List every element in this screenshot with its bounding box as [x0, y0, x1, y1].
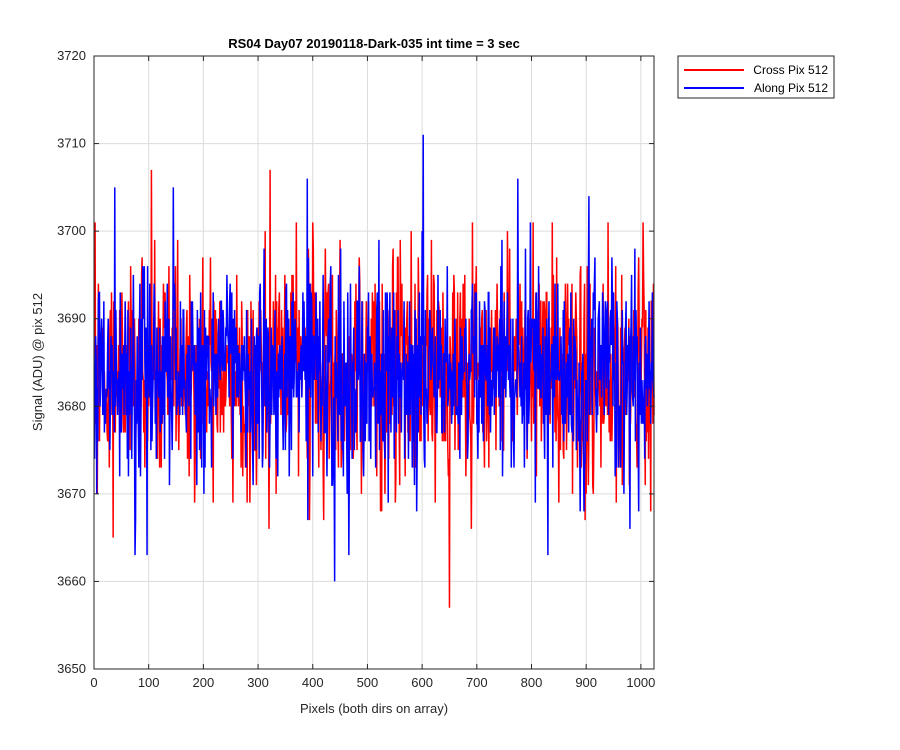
x-tick-label: 100 [138, 675, 160, 690]
legend-label-cross: Cross Pix 512 [753, 63, 828, 77]
x-tick-label: 400 [302, 675, 324, 690]
x-tick-label: 600 [411, 675, 433, 690]
y-tick-label: 3710 [57, 136, 86, 151]
y-tick-label: 3660 [57, 573, 86, 588]
x-tick-label: 500 [357, 675, 379, 690]
plot-area: 0 100 200 300 400 500 600 700 800 900 1000 3650 3660… [57, 48, 655, 690]
y-tick-label: 3690 [57, 311, 86, 326]
series-line-1 [93, 134, 655, 582]
y-axis-label: Signal (ADU) @ pix 512 [30, 293, 45, 431]
legend-label-along: Along Pix 512 [754, 81, 828, 95]
x-tick-label: 800 [521, 675, 543, 690]
chart-title: RS04 Day07 20190118-Dark-035 int time = … [228, 36, 520, 51]
axes-frame [93, 55, 655, 670]
x-tick-label: 0 [90, 675, 97, 690]
y-tick-label: 3680 [57, 398, 86, 413]
legend-box [677, 55, 835, 99]
y-tick-label: 3720 [57, 48, 86, 63]
x-axis-label: Pixels (both dirs on array) [300, 701, 448, 716]
y-tick-label: 3670 [57, 486, 86, 501]
x-tick-label: 700 [466, 675, 488, 690]
x-tick-label: 900 [575, 675, 597, 690]
y-tick-label: 3700 [57, 223, 86, 238]
y-tick-label: 3650 [57, 661, 86, 676]
legend: Cross Pix 512 Along Pix 512 [677, 55, 835, 99]
x-tick-label: 1000 [626, 675, 655, 690]
x-tick-label: 200 [193, 675, 215, 690]
x-tick-label: 300 [247, 675, 269, 690]
